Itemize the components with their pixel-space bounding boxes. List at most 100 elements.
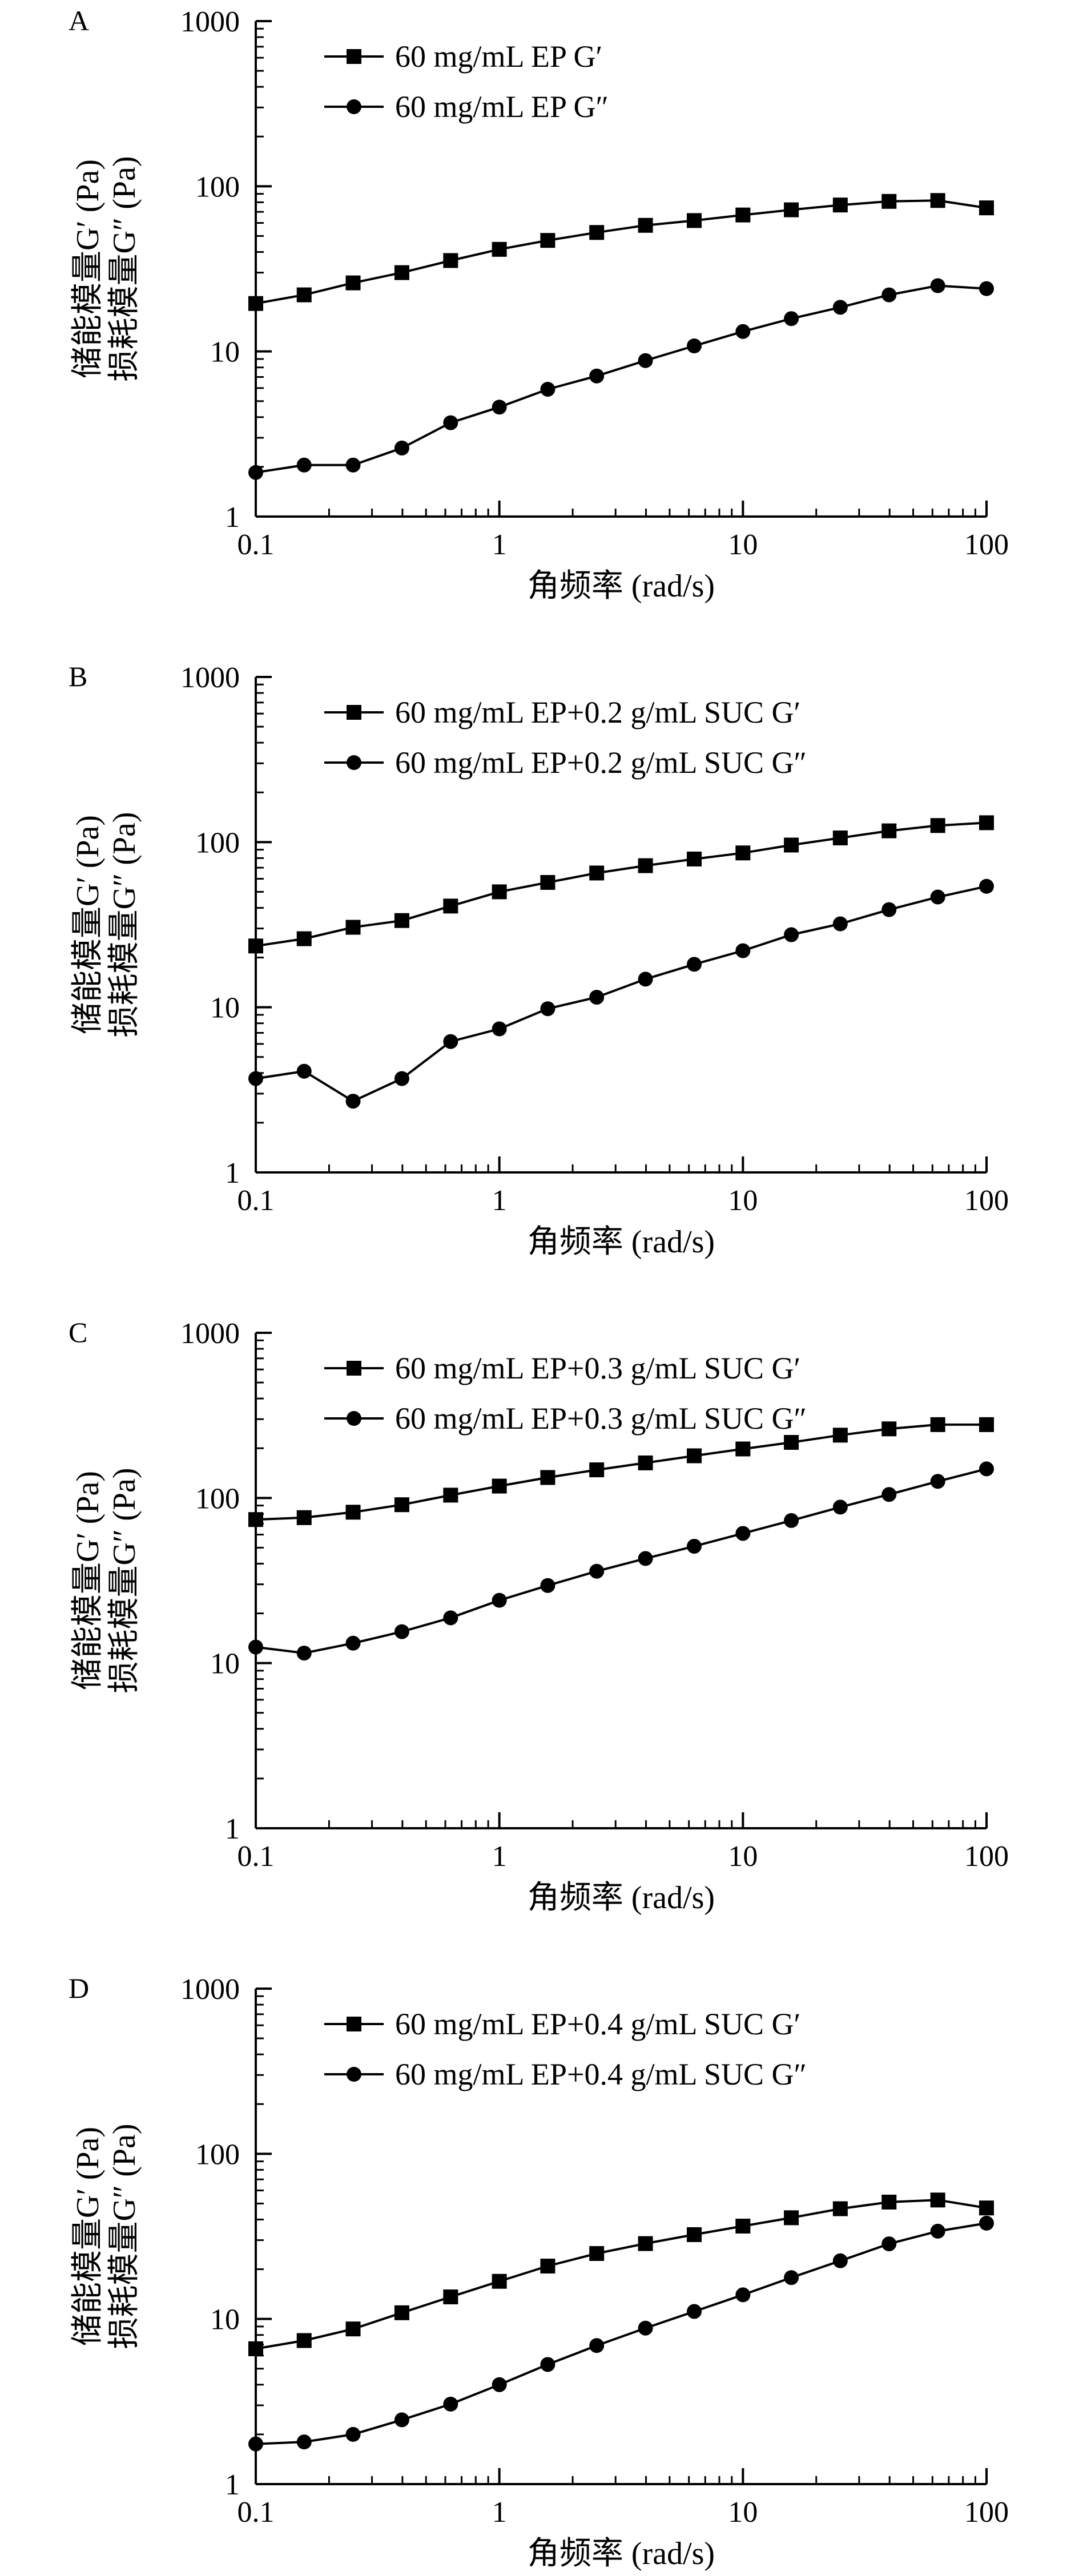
- data-point-circle: [443, 2396, 458, 2412]
- y-tick-label: 1000: [180, 1973, 240, 2006]
- x-axis-title: 角频率 (rad/s): [528, 1880, 715, 1916]
- data-point-circle: [540, 1578, 555, 1593]
- data-point-circle: [930, 2223, 945, 2239]
- data-point-square: [589, 1462, 605, 1478]
- series-line: [255, 2222, 987, 2445]
- data-point-circle: [930, 1474, 945, 1489]
- data-point-square: [638, 2236, 653, 2251]
- y-tick-label: 10: [210, 336, 240, 369]
- data-point-square: [881, 193, 897, 209]
- data-point-square: [881, 2194, 897, 2210]
- data-point-square: [784, 2210, 799, 2226]
- data-point-circle: [687, 957, 702, 972]
- data-point-square: [443, 898, 458, 914]
- x-tick-label: 10: [728, 2496, 758, 2529]
- x-tick-label: 1: [492, 2496, 507, 2529]
- data-point-square: [930, 818, 945, 833]
- data-point-square: [589, 865, 605, 881]
- data-point-square: [881, 1421, 897, 1437]
- data-point-circle: [832, 1499, 848, 1515]
- x-tick-label: 10: [728, 529, 758, 561]
- data-point-circle: [735, 943, 751, 958]
- data-point-square: [735, 1441, 751, 1457]
- legend-marker-square: [347, 1361, 361, 1376]
- data-point-square: [784, 1434, 799, 1450]
- legend-marker-circle: [347, 99, 361, 114]
- data-point-square: [540, 874, 555, 890]
- data-point-circle: [589, 1563, 605, 1579]
- data-point-circle: [881, 1487, 897, 1502]
- data-point-circle: [296, 2434, 312, 2450]
- legend-marker-circle: [347, 755, 361, 770]
- legend-label: 60 mg/mL EP+0.3 g/mL SUC G′: [395, 1351, 800, 1385]
- y-tick-label: 1: [225, 501, 240, 534]
- series-line: [255, 1468, 987, 1655]
- data-point-circle: [930, 889, 945, 905]
- data-point-circle: [296, 1646, 312, 1661]
- data-point-circle: [832, 300, 848, 315]
- legend-label: 60 mg/mL EP+0.2 g/mL SUC G′: [395, 695, 800, 729]
- data-point-square: [540, 2259, 555, 2274]
- y-tick-label: 1000: [180, 1317, 240, 1350]
- data-point-circle: [881, 287, 897, 303]
- data-point-square: [930, 193, 945, 208]
- data-point-circle: [687, 338, 702, 353]
- data-point-square: [248, 2341, 263, 2356]
- legend-marker-square: [347, 705, 361, 720]
- data-point-circle: [589, 990, 605, 1005]
- series-line: [255, 199, 987, 305]
- y-axis-title-line: 储能模量G′ (Pa): [70, 1471, 106, 1690]
- x-axis-title: 角频率 (rad/s): [528, 1224, 715, 1260]
- x-tick-label: 100: [964, 2496, 1009, 2529]
- y-tick-label: 100: [195, 827, 240, 859]
- x-tick-label: 100: [964, 529, 1009, 561]
- data-point-square: [394, 913, 409, 928]
- data-point-circle: [638, 2320, 653, 2336]
- data-point-circle: [492, 400, 507, 415]
- x-axis-title: 角频率 (rad/s): [528, 2536, 715, 2571]
- data-point-circle: [687, 2304, 702, 2319]
- data-point-square: [784, 837, 799, 853]
- legend-label: 60 mg/mL EP+0.3 g/mL SUC G″: [395, 1401, 807, 1436]
- y-axis-title-line: 损耗模量G″ (Pa): [107, 812, 142, 1037]
- data-point-circle: [784, 311, 799, 326]
- data-point-square: [638, 1455, 653, 1470]
- y-tick-label: 100: [195, 171, 240, 203]
- data-point-square: [248, 296, 263, 311]
- x-tick-label: 10: [728, 1184, 758, 1217]
- legend-label: 60 mg/mL EP G′: [395, 39, 602, 74]
- y-tick-label: 100: [195, 1482, 240, 1515]
- data-point-square: [687, 2227, 702, 2242]
- data-point-square: [979, 2200, 994, 2216]
- data-point-circle: [735, 324, 751, 339]
- data-point-circle: [492, 2377, 507, 2392]
- legend-marker-square: [347, 49, 361, 64]
- y-axis-title-line: 损耗模量G″ (Pa): [107, 2123, 142, 2349]
- y-axis-title-line: 储能模量G′ (Pa): [70, 815, 106, 1034]
- legend-label: 60 mg/mL EP+0.4 g/mL SUC G″: [395, 2057, 807, 2091]
- data-point-square: [832, 831, 848, 846]
- data-point-square: [735, 207, 751, 223]
- data-point-circle: [394, 440, 409, 455]
- data-point-circle: [345, 457, 361, 473]
- x-tick-label: 0.1: [237, 2496, 275, 2529]
- data-point-square: [296, 2333, 312, 2348]
- data-point-circle: [930, 278, 945, 293]
- data-point-circle: [589, 368, 605, 384]
- data-point-square: [687, 851, 702, 866]
- x-tick-label: 0.1: [237, 1184, 275, 1217]
- data-point-square: [832, 2201, 848, 2216]
- data-point-square: [687, 1448, 702, 1464]
- y-tick-label: 1: [225, 1813, 240, 1845]
- data-point-circle: [394, 1071, 409, 1086]
- panel-label: A: [69, 5, 89, 37]
- data-point-square: [540, 1470, 555, 1485]
- data-point-square: [248, 938, 263, 954]
- data-point-circle: [589, 2338, 605, 2353]
- y-tick-label: 1000: [180, 662, 240, 694]
- x-tick-label: 100: [964, 1840, 1009, 1873]
- panel-label: D: [69, 1972, 89, 2004]
- y-tick-label: 1: [225, 1157, 240, 1190]
- data-point-circle: [345, 1094, 361, 1109]
- data-point-square: [832, 197, 848, 213]
